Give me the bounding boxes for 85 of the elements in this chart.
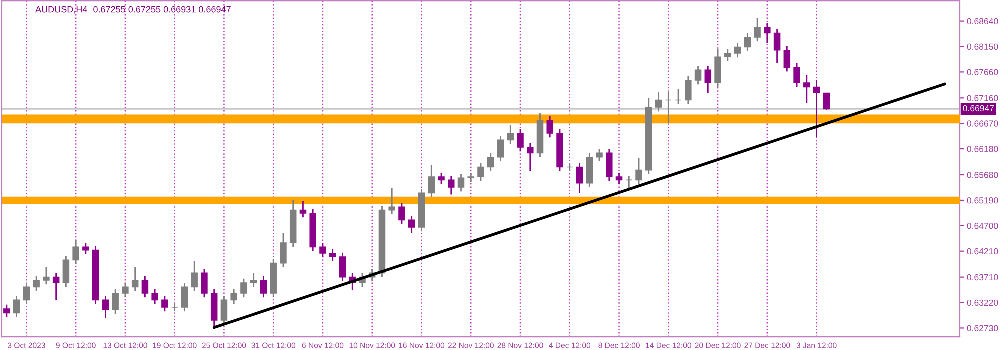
candlestick xyxy=(62,255,70,288)
candlestick xyxy=(704,65,712,94)
candlestick xyxy=(438,172,445,186)
candlestick xyxy=(339,252,346,282)
y-tick-label: 0.67160 xyxy=(967,95,998,102)
candlestick xyxy=(4,304,10,318)
y-tick-label: 0.62730 xyxy=(967,325,998,332)
candlestick xyxy=(13,295,20,318)
candlestick xyxy=(388,187,396,216)
candlestick xyxy=(112,288,119,315)
y-tick-label: 0.64210 xyxy=(967,248,998,255)
candlestick xyxy=(616,172,623,186)
candlestick xyxy=(152,288,158,306)
candlestick xyxy=(774,28,781,64)
candlestick xyxy=(576,162,584,194)
candlestick xyxy=(408,215,416,234)
candlestick xyxy=(132,266,139,292)
candlestick xyxy=(250,272,258,288)
candlestick xyxy=(527,142,534,172)
y-tick-label: 0.64700 xyxy=(967,222,998,230)
candlestick xyxy=(458,173,465,192)
candlestick xyxy=(201,268,208,298)
candlestick xyxy=(320,242,326,258)
candlestick xyxy=(181,282,188,312)
y-tick-label: 0.68640 xyxy=(967,18,998,25)
candlestick xyxy=(546,116,554,138)
candlestick xyxy=(329,248,336,262)
candlestick xyxy=(478,162,484,182)
candlestick xyxy=(507,124,514,146)
candlestick xyxy=(626,175,633,189)
candlestick xyxy=(784,46,791,72)
candlestick xyxy=(280,232,287,268)
candlestick xyxy=(448,175,455,196)
candlestick xyxy=(468,172,475,183)
candlestick xyxy=(754,17,761,42)
candlestick xyxy=(300,200,307,218)
candlestick xyxy=(734,42,742,58)
candlestick xyxy=(665,92,672,124)
candlestick xyxy=(724,48,732,62)
y-tick-label: 0.67660 xyxy=(967,69,998,76)
candlestick xyxy=(33,276,40,292)
candlestick xyxy=(230,288,238,306)
candlestick xyxy=(191,260,198,292)
candlestick xyxy=(142,276,149,298)
y-tick-label: 0.63710 xyxy=(967,274,998,281)
ref-line-label: 0.66947 xyxy=(963,105,994,112)
candlestick xyxy=(804,74,810,104)
candlestick xyxy=(52,272,60,301)
y-tick-label: 0.65190 xyxy=(967,198,998,204)
candlestick xyxy=(606,148,613,182)
chart-title: AUDUSD,H4 xyxy=(36,6,88,14)
candlestick xyxy=(23,282,30,306)
candlestick xyxy=(636,158,642,186)
candlestick xyxy=(497,135,504,162)
candlestick xyxy=(685,76,692,106)
candlestick xyxy=(517,128,524,152)
y-tick-label: 0.65680 xyxy=(967,172,998,178)
candlestick xyxy=(655,92,662,112)
y-tick-label: 0.63220 xyxy=(967,300,998,306)
chart-subtitle: 0.67255 0.67255 0.66931 0.66947 xyxy=(94,6,231,13)
candlestick xyxy=(260,276,268,298)
candlestick xyxy=(171,302,178,312)
candlestick xyxy=(596,148,603,162)
candlestick xyxy=(813,80,820,138)
candlestick xyxy=(122,282,129,298)
y-tick-label: 0.68150 xyxy=(967,44,998,50)
candlestick xyxy=(794,62,800,88)
y-tick-label: 0.66670 xyxy=(967,120,998,127)
candlestick xyxy=(162,295,168,312)
candlestick xyxy=(102,295,110,320)
candlestick xyxy=(72,240,80,266)
candlestick xyxy=(823,92,830,111)
candlestick xyxy=(398,202,406,226)
candlestick xyxy=(764,22,771,44)
candlestick xyxy=(43,266,50,286)
candlestick xyxy=(240,278,248,298)
y-tick-label: 0.66180 xyxy=(967,146,998,152)
candlestick xyxy=(487,152,494,172)
candlestick xyxy=(675,88,682,106)
candlestick xyxy=(744,32,752,52)
candlestick xyxy=(220,295,228,326)
candlestick xyxy=(82,242,90,256)
candlestick xyxy=(428,164,435,198)
candlestick xyxy=(694,65,702,86)
candlestick xyxy=(566,162,574,172)
